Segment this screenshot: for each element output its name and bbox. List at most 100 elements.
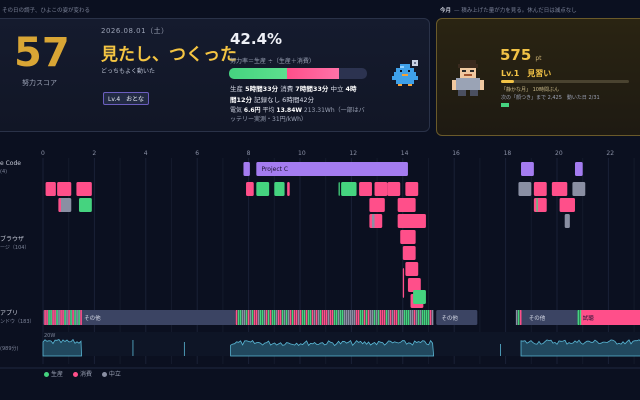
rank-progress-bar <box>501 80 629 83</box>
apps-activity-stripe <box>243 310 246 325</box>
apps-activity-stripe <box>241 310 244 325</box>
apps-activity-stripe <box>76 310 78 325</box>
legend-neutral-label: 中立 <box>108 371 121 378</box>
month-title: 今月 <box>440 8 452 14</box>
apps-activity-stripe <box>283 310 286 325</box>
stat-neutral-value: 4時 <box>345 85 357 93</box>
apps-activity-stripe <box>413 310 416 325</box>
apps-activity-stripe <box>517 310 520 325</box>
apps-activity-stripe <box>343 310 346 325</box>
apps-activity-stripe <box>66 310 68 325</box>
apps-activity-stripe <box>285 310 288 325</box>
apps-activity-stripe <box>403 310 406 325</box>
apps-activity-stripe <box>68 310 70 325</box>
apps-activity-stripe <box>339 310 342 325</box>
power-label: 電気 <box>230 107 244 114</box>
row-browser-count: ージ（104） <box>0 245 30 251</box>
month-points-value: 575 <box>500 46 532 64</box>
apps-activity-stripe <box>355 310 358 325</box>
stat-cons-label: 消費 <box>278 85 296 93</box>
apps-activity-stripe <box>389 310 392 325</box>
apps-activity-stripe <box>407 310 410 325</box>
apps-activity-stripe <box>379 310 382 325</box>
efficiency-bar-productive <box>229 68 287 79</box>
tick-label: 0 <box>41 150 45 157</box>
apps-activity-stripe <box>44 310 46 325</box>
vscode-activity-block <box>274 182 285 196</box>
row-label-vscode: e Code (4) <box>0 160 21 176</box>
legend-productive-label: 生産 <box>51 371 64 378</box>
power-avg: 13.84W <box>276 107 302 114</box>
vscode-activity-block <box>559 198 575 212</box>
efficiency-bar <box>229 68 367 79</box>
vscode-activity-block <box>78 198 92 212</box>
browser-activity-block <box>402 268 405 298</box>
month-caption: — 積み上げた量が力を見る。休んだ日は減点なし <box>454 8 577 14</box>
vscode-activity-block <box>572 182 586 196</box>
apps-activity-stripe <box>391 310 394 325</box>
tick-label: 16 <box>452 150 460 157</box>
apps-activity-stripe <box>357 310 360 325</box>
apps-activity-stripe <box>301 310 304 325</box>
apps-activity-stripe <box>319 310 322 325</box>
apps-activity-stripe <box>335 310 338 325</box>
vscode-activity-block <box>518 182 532 196</box>
vscode-activity-block <box>533 182 547 196</box>
row-label-browser: ブラウザージ（104） <box>0 236 29 252</box>
stat-cons-value: 7時間33分 <box>295 85 329 93</box>
legend-productive: 生産 <box>44 371 63 378</box>
legend-consume: 消費 <box>72 371 92 378</box>
power-waveform <box>42 338 82 357</box>
apps-activity-stripe <box>269 310 272 325</box>
tick-label: 6 <box>195 150 199 157</box>
apps-activity-stripe <box>64 310 66 325</box>
apps-activity-stripe <box>273 310 276 325</box>
vscode-activity-block <box>338 182 340 196</box>
apps-activity-stripe <box>60 310 62 325</box>
browser-activity-block <box>405 262 419 276</box>
power-avg-label: 平均 <box>260 107 277 114</box>
row-apps-title: アプリ <box>0 310 19 317</box>
apps-consume-block <box>580 310 640 325</box>
apps-activity-stripe <box>245 310 248 325</box>
apps-activity-stripe <box>385 310 388 325</box>
apps-activity-stripe <box>417 310 420 325</box>
stat-unrecorded: 記録なし 6時間42分 <box>252 96 315 104</box>
apps-activity-stripe <box>315 310 318 325</box>
apps-activity-stripe <box>303 310 306 325</box>
apps-activity-stripe <box>351 310 354 325</box>
tick-label: 18 <box>504 150 512 157</box>
apps-activity-stripe <box>425 310 428 325</box>
apps-activity-stripe <box>405 310 408 325</box>
project-block-project-c <box>256 162 408 176</box>
apps-activity-stripe <box>289 310 292 325</box>
apps-activity-stripe <box>349 310 352 325</box>
apps-activity-stripe <box>313 310 316 325</box>
day-subline: どっちもよく動いた <box>101 68 156 75</box>
activity-timeline[interactable]: 0 2 4 6 8 10 12 14 16 18 20 22 Project C その他 その他 その他 試聴 2… <box>0 144 640 380</box>
vscode-activity-block <box>256 182 270 196</box>
apps-activity-stripe <box>277 310 280 325</box>
apps-activity-stripe <box>251 310 254 325</box>
apps-activity-stripe <box>56 310 58 325</box>
browser-activity-block <box>413 290 426 304</box>
tick-label: 20 <box>555 150 563 157</box>
apps-activity-stripe <box>48 310 50 325</box>
tick-label: 4 <box>144 150 148 157</box>
row-browser-title: ブラウザ <box>0 236 25 243</box>
apps-activity-stripe <box>72 310 74 325</box>
apps-activity-stripe <box>317 310 320 325</box>
apps-activity-stripe <box>78 310 80 325</box>
row-apps-count: ンドウ（183） <box>0 319 35 325</box>
apps-activity-stripe <box>299 310 302 325</box>
tick-label: 12 <box>349 150 357 157</box>
apps-activity-stripe <box>261 310 264 325</box>
vscode-activity-block <box>374 182 388 196</box>
stat-prod-value: 5時間33分 <box>245 85 279 93</box>
vscode-activity-block <box>58 198 61 212</box>
top-bar: その日の調子、ひよこの姿が変わる 今月 — 積み上げた量が力を見る。休んだ日は減点… <box>0 0 640 16</box>
power-waveform <box>230 339 435 357</box>
apps-activity-stripe <box>279 310 282 325</box>
apps-activity-stripe <box>397 310 400 325</box>
apps-activity-stripe <box>74 310 76 325</box>
